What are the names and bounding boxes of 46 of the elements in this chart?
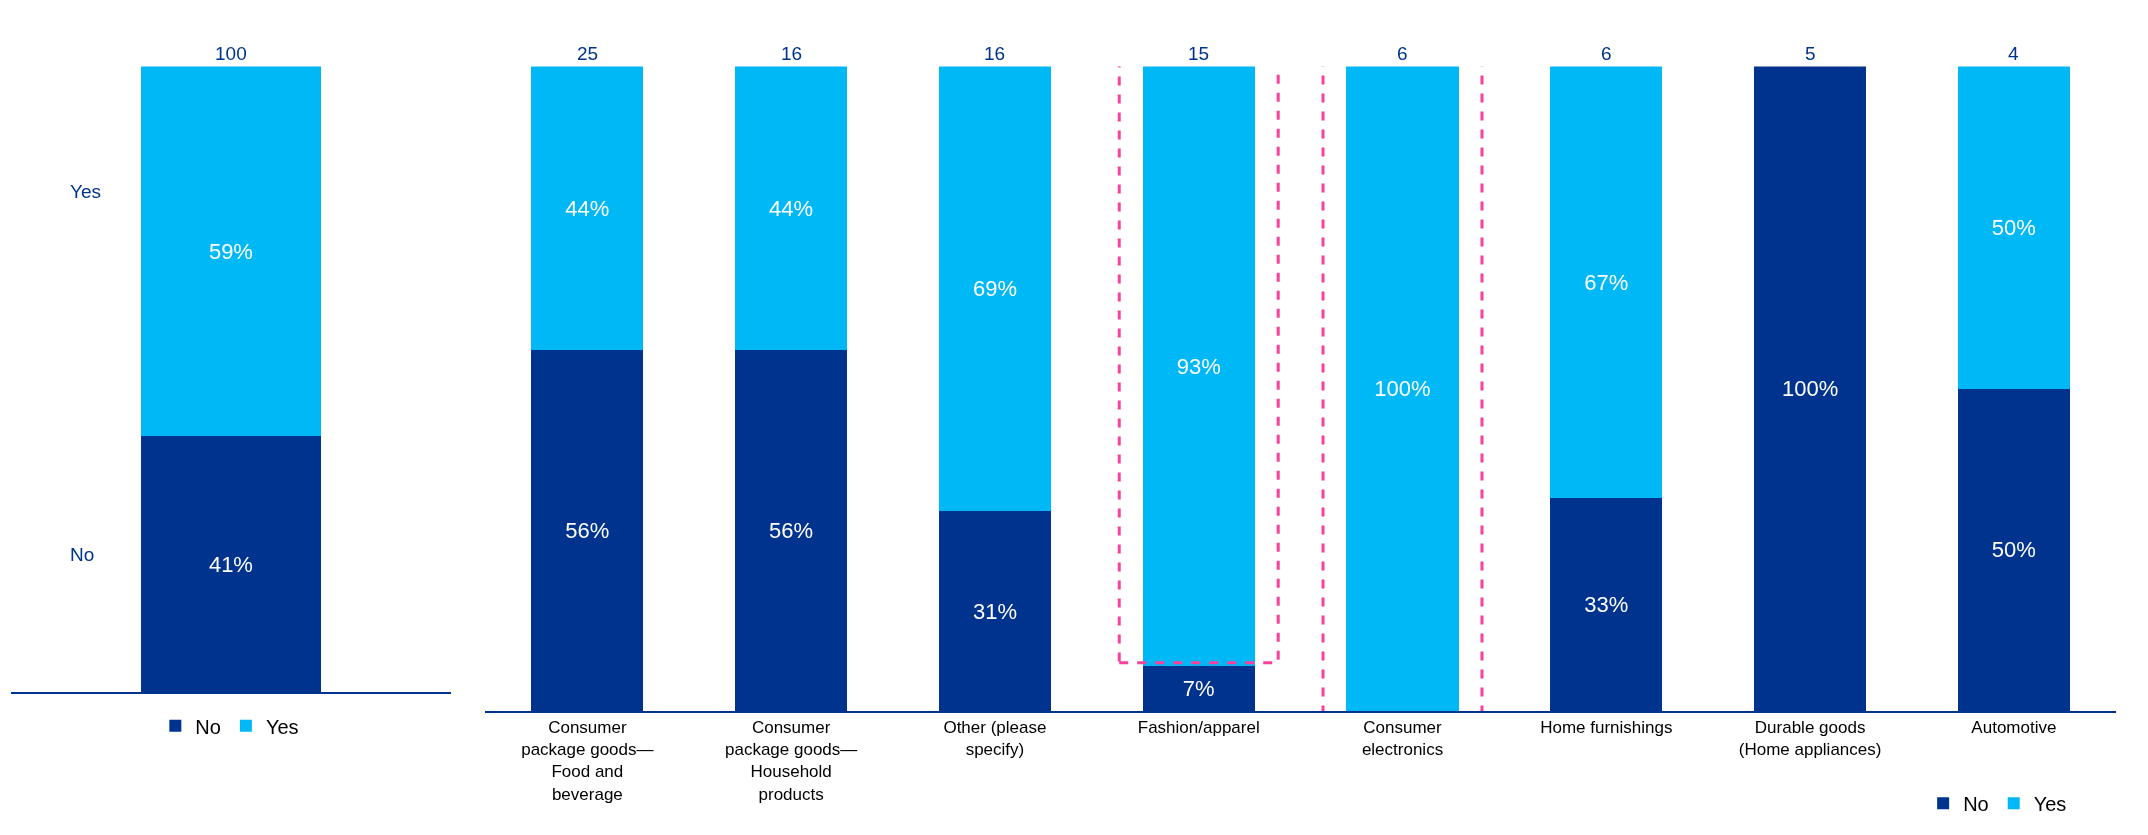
data-label: 100% bbox=[1781, 376, 1839, 402]
data-label: 7% bbox=[1182, 676, 1215, 702]
legend-label: No bbox=[1963, 793, 1989, 816]
data-label: 56% bbox=[565, 518, 610, 544]
data-label: 67% bbox=[1584, 269, 1629, 295]
annotation: 100 bbox=[215, 43, 247, 64]
data-label: 93% bbox=[1176, 353, 1221, 379]
x-tick-label: Consumer electronics bbox=[1361, 718, 1444, 760]
x-tick-label: Consumer package goods— Household products bbox=[724, 718, 858, 804]
x-tick-label: Automotive bbox=[1971, 718, 2057, 738]
annotation: 6 bbox=[1397, 43, 1408, 64]
annotation: 15 bbox=[1188, 43, 1210, 64]
data-label: 56% bbox=[769, 518, 814, 544]
annotation: 4 bbox=[2008, 43, 2019, 64]
data-label: 33% bbox=[1584, 592, 1629, 618]
x-tick-label: Fashion/apparel bbox=[1137, 718, 1260, 738]
data-label: 50% bbox=[1991, 537, 2036, 563]
x-tick-label: Durable goods (Home appliances) bbox=[1738, 718, 1882, 760]
data-label: 69% bbox=[972, 276, 1017, 302]
bar bbox=[938, 66, 1051, 512]
data-label: 59% bbox=[208, 238, 253, 264]
data-label: 31% bbox=[972, 598, 1017, 624]
bar bbox=[1142, 66, 1255, 666]
legend-label: Yes bbox=[265, 715, 299, 738]
bar bbox=[1550, 66, 1663, 499]
annotation: 5 bbox=[1805, 43, 1816, 64]
bar bbox=[735, 66, 848, 351]
legend-label: No bbox=[195, 715, 221, 738]
x-tick-label: Consumer package goods— Food and beverage bbox=[521, 718, 654, 804]
annotation: 25 bbox=[577, 43, 599, 64]
legend-label: Yes bbox=[2033, 793, 2067, 816]
data-label: 44% bbox=[565, 195, 610, 221]
data-label: 100% bbox=[1374, 376, 1431, 402]
text: Yes bbox=[70, 181, 101, 202]
bar bbox=[1346, 66, 1459, 712]
bar bbox=[531, 66, 644, 351]
x-tick-label: Other (please specify) bbox=[943, 718, 1047, 760]
annotation: 16 bbox=[984, 43, 1006, 64]
annotation: 6 bbox=[1601, 43, 1612, 64]
bar bbox=[1957, 66, 2070, 389]
data-label: 44% bbox=[769, 195, 814, 221]
x-tick-label: Home furnishings bbox=[1540, 718, 1673, 738]
annotation: 16 bbox=[781, 43, 803, 64]
data-label: 50% bbox=[1991, 215, 2036, 241]
data-label: 41% bbox=[208, 551, 253, 577]
text: No bbox=[70, 544, 95, 565]
